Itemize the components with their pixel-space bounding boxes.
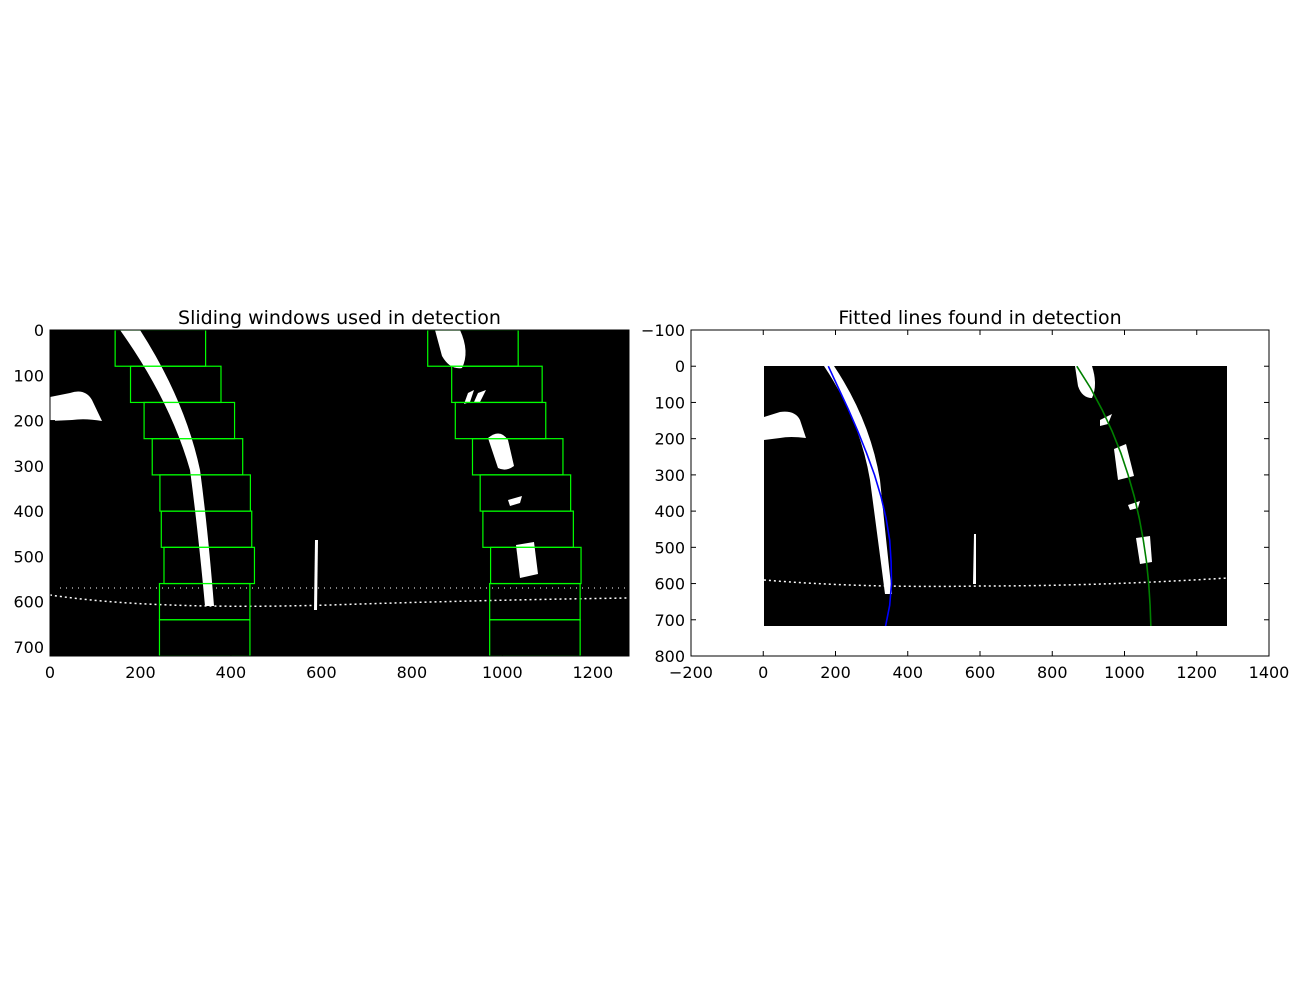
left-shoulder-blob [764,411,806,440]
chart-title-fitted-lines: Fitted lines found in detection [838,307,1121,329]
x-tick-label: 0 [45,663,55,682]
right-lane-dash [1075,366,1095,398]
panel-sliding-windows: Sliding windows used in detection 0 200 40… [13,307,630,682]
x-tick-label: 800 [397,663,428,682]
x-tick-label: 1000 [482,663,523,682]
fitted-lines [827,366,1152,626]
axes-frame-a [49,329,630,657]
fitted-line-right [1076,366,1152,626]
y-tick-label: −100 [641,321,685,340]
left-lane-marking [824,366,892,594]
binary-image [50,330,629,656]
x-tick-label: 200 [125,663,156,682]
center-noise [973,534,976,584]
left-lane-marking [120,330,214,606]
road-noise [50,594,629,607]
x-tick-label: 400 [892,663,923,682]
x-tick-label: −200 [669,663,713,682]
y-tick-label: 500 [654,538,685,557]
right-lane-dash [508,496,522,506]
binary-image-b [764,366,1227,626]
y-tick-label: 700 [654,611,685,630]
axis-ticks-a: 0 200 400 600 800 1000 1200 0 100 200 300 400 500 600… [13,321,613,682]
x-tick-label: 400 [216,663,247,682]
right-lane-dash [1100,414,1112,426]
road-noise [764,577,1227,588]
right-lane-dash [516,542,538,578]
axis-ticks-b: −200 0 200 400 600 800 1000 1200 1400 −100 0 100 200… [641,321,1289,682]
y-tick-label: 500 [13,547,44,566]
y-tick-label: 0 [34,321,44,340]
y-tick-label: 400 [13,502,44,521]
y-tick-label: 100 [654,393,685,412]
fitted-line-left [827,366,893,626]
right-lane-dash [464,390,474,404]
y-tick-label: 300 [654,466,685,485]
y-tick-label: 200 [654,430,685,449]
lane-pixels-b [764,366,1227,594]
x-tick-label: 600 [965,663,996,682]
center-noise [314,540,318,610]
lane-pixels-a [50,330,629,610]
y-tick-label: 100 [13,366,44,385]
x-tick-label: 1000 [1104,663,1145,682]
y-tick-label: 800 [654,647,685,666]
y-tick-label: 600 [654,575,685,594]
x-tick-label: 1200 [1176,663,1217,682]
x-tick-label: 1400 [1249,663,1290,682]
sliding-windows [114,330,582,656]
chart-title-sliding-windows: Sliding windows used in detection [178,307,501,329]
x-tick-label: 0 [758,663,768,682]
x-tick-label: 600 [306,663,337,682]
y-tick-label: 200 [13,412,44,431]
x-tick-label: 800 [1037,663,1068,682]
left-shoulder-blob [50,391,102,421]
x-tick-label: 1200 [572,663,613,682]
panel-fitted-lines: Fitted lines found in detection −200 0 200… [641,307,1289,682]
y-tick-label: 0 [675,357,685,376]
x-tick-label: 200 [820,663,851,682]
right-lane-dash [488,433,514,470]
y-tick-label: 400 [654,502,685,521]
right-lane-dash [474,390,486,402]
right-lane-dash [435,330,466,369]
y-tick-label: 700 [13,638,44,657]
y-tick-label: 600 [13,593,44,612]
y-tick-label: 300 [13,457,44,476]
